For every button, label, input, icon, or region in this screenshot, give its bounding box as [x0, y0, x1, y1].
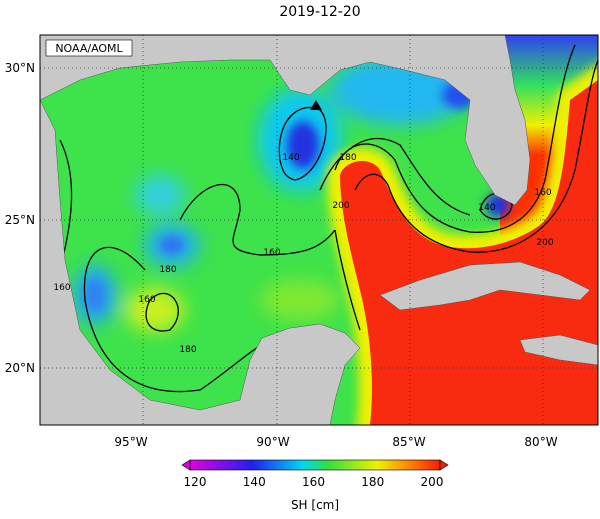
colorbar-tick-label: 140 — [243, 475, 266, 489]
contour-label: 180 — [159, 265, 176, 275]
station-marker — [310, 100, 322, 110]
contour-label: 140 — [282, 153, 299, 163]
graticule — [40, 35, 598, 425]
islands — [519, 334, 598, 366]
lat-label: 20°N — [5, 361, 35, 375]
axis-labels: 30°N 25°N 20°N 95°W 90°W 85°W 80°W — [5, 61, 558, 449]
map-area — [40, 35, 598, 425]
colorbar-max-arrow — [439, 459, 449, 471]
title: 2019-12-20 — [279, 4, 360, 20]
contour-label: 180 — [179, 345, 196, 355]
colorbar-tick-label: 200 — [421, 475, 444, 489]
contour-label: 200 — [332, 201, 349, 211]
contour-label: 160 — [534, 188, 551, 198]
lon-label: 80°W — [524, 435, 557, 449]
cold-cores — [85, 81, 510, 311]
contour-label: 160 — [263, 248, 280, 258]
lon-label: 95°W — [114, 435, 147, 449]
colorbar-tick-label: 120 — [184, 475, 207, 489]
credit: NOAA/AOML — [55, 42, 123, 55]
mexico-land — [40, 99, 361, 425]
colorbar-label: SH [cm] — [291, 498, 339, 512]
contour-labels: 140 160 180 160 180 200 140 180 200 160 160 — [53, 153, 553, 355]
lat-label: 25°N — [5, 213, 35, 227]
contour-label: 200 — [536, 238, 553, 248]
contour-label: 140 — [478, 203, 495, 213]
lon-label: 85°W — [392, 435, 425, 449]
contours — [59, 44, 598, 393]
colorbar — [189, 459, 441, 471]
colorbar-ticks: 120 140 160 180 200 — [184, 475, 444, 489]
colorbar-tick-label: 180 — [361, 475, 384, 489]
contour-label: 160 — [53, 283, 70, 293]
colorbar-min-arrow — [181, 459, 191, 471]
lon-label: 90°W — [256, 435, 289, 449]
contour-label: 180 — [339, 153, 356, 163]
contour-label: 160 — [138, 295, 155, 305]
credit-box — [45, 39, 133, 57]
map-frame — [39, 34, 599, 426]
cuba — [379, 261, 591, 311]
colorbar-tick-label: 160 — [302, 475, 325, 489]
lat-label: 30°N — [5, 61, 35, 75]
